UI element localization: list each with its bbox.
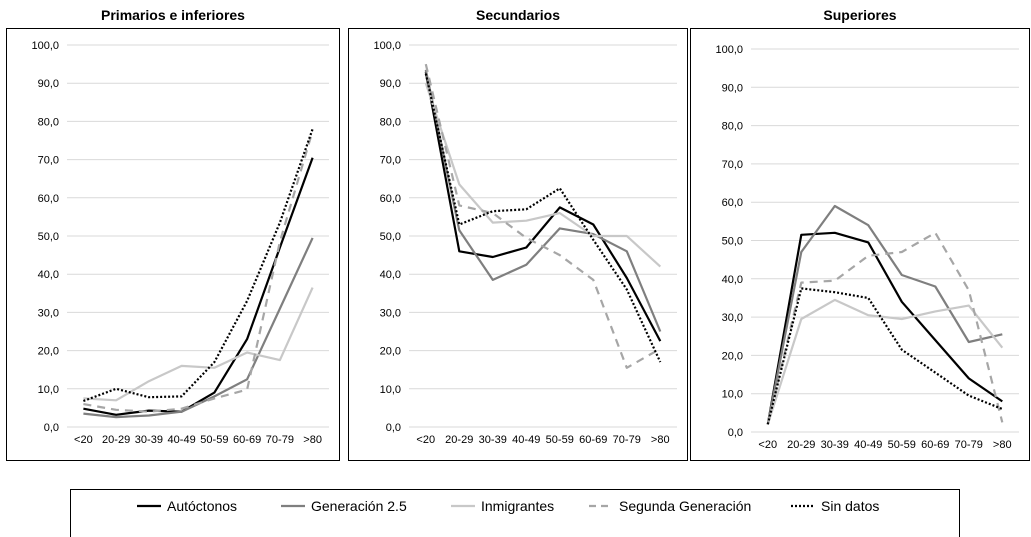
x-tick-label: >80 <box>303 434 322 446</box>
series-line-generacion-2-5 <box>424 69 662 332</box>
y-tick-label: 100,0 <box>31 40 59 52</box>
series-line-inmigrantes <box>766 298 1004 425</box>
y-tick-label: 70,0 <box>38 155 59 167</box>
legend-swatch-sin-datos <box>791 504 815 508</box>
y-tick-label: 30,0 <box>380 307 401 319</box>
legend-item-autoctonos: Autóctonos <box>137 498 237 514</box>
y-tick-label: 0,0 <box>44 422 59 434</box>
x-tick-label: 50-59 <box>888 439 916 451</box>
legend-label-inmigrantes: Inmigrantes <box>481 498 555 514</box>
chart-svg-superiores: 0,0 10,0 20,0 30,0 40,0 50,0 60,0 70,0 80,0 90,0 1… <box>715 44 1019 451</box>
legend-swatch-autoctonos <box>137 504 161 508</box>
legend-item-segunda-generacion: Segunda Generación <box>589 498 751 514</box>
x-tick-label: 70-79 <box>955 439 983 451</box>
y-tick-label: 70,0 <box>380 155 401 167</box>
x-tick-label: <20 <box>416 434 435 446</box>
chart-panel-primarios: 0,0 10,0 20,0 30,0 40,0 50,0 60,0 70,0 80,0 90,0 1… <box>6 28 340 461</box>
y-tick-label: 90,0 <box>380 78 401 90</box>
series-line-inmigrantes <box>424 82 662 268</box>
x-tick-label: 50-59 <box>200 434 228 446</box>
y-tick-label: 0,0 <box>728 427 743 439</box>
y-tick-label: 50,0 <box>38 231 59 243</box>
y-tick-label: 30,0 <box>38 307 59 319</box>
y-tick-label: 60,0 <box>38 193 59 205</box>
chart-panel-secundarios: 0,0 10,0 20,0 30,0 40,0 50,0 60,0 70,0 80,0 90,0 1… <box>348 28 688 461</box>
y-tick-label: 40,0 <box>38 269 59 281</box>
x-tick-label: 30-39 <box>479 434 507 446</box>
series-line-segunda-generacion <box>424 63 661 369</box>
y-tick-label: 10,0 <box>38 384 59 396</box>
chart-title-secundarios: Secundarios <box>475 7 561 23</box>
chart-svg-primarios: 0,0 10,0 20,0 30,0 40,0 50,0 60,0 70,0 80,0 90,0 1… <box>31 40 329 446</box>
legend-label-autoctonos: Autóctonos <box>167 498 238 514</box>
x-tick-label: >80 <box>993 439 1012 451</box>
y-tick-label: 40,0 <box>722 274 743 286</box>
x-tick-label: 70-79 <box>266 434 294 446</box>
x-tick-label: <20 <box>758 439 777 451</box>
y-tick-label: 20,0 <box>722 350 743 362</box>
chart-title-primarios: Primarios e inferiores <box>101 7 245 23</box>
series-line-sin-datos <box>83 128 314 403</box>
y-tick-label: 100,0 <box>715 44 743 56</box>
legend-item-generacion-25: Generación 2.5 <box>281 498 407 514</box>
legend-swatch-generacion-25 <box>281 504 305 508</box>
y-tick-label: 60,0 <box>722 197 743 209</box>
x-tick-label: 20-29 <box>445 434 473 446</box>
y-tick-label: 80,0 <box>722 121 743 133</box>
y-tick-label: 80,0 <box>380 116 401 128</box>
x-tick-label: 50-59 <box>546 434 574 446</box>
legend-swatch-inmigrantes <box>451 504 475 508</box>
x-tick-label: <20 <box>74 434 93 446</box>
y-tick-label: 20,0 <box>38 346 59 358</box>
legend-label-sin-datos: Sin datos <box>821 498 880 514</box>
y-tick-label: 90,0 <box>38 78 59 90</box>
legend-swatch-segunda-generacion <box>589 504 613 508</box>
legend-label-segunda-generacion: Segunda Generación <box>619 498 752 514</box>
y-tick-label: 80,0 <box>38 116 59 128</box>
x-tick-label: 40-49 <box>512 434 540 446</box>
y-tick-label: 100,0 <box>373 40 401 52</box>
x-tick-label: 70-79 <box>613 434 641 446</box>
series-line-sin-datos <box>766 287 1003 425</box>
y-tick-label: 90,0 <box>722 82 743 94</box>
x-tick-label: 60-69 <box>579 434 607 446</box>
x-tick-label: 40-49 <box>168 434 196 446</box>
legend-label-generacion-25: Generación 2.5 <box>311 498 407 514</box>
x-tick-label: 60-69 <box>233 434 261 446</box>
y-tick-label: 30,0 <box>722 312 743 324</box>
y-tick-label: 60,0 <box>380 193 401 205</box>
x-tick-label: 30-39 <box>821 439 849 451</box>
series-line-autoctonos <box>424 71 662 342</box>
x-tick-label: 20-29 <box>787 439 815 451</box>
y-tick-label: 20,0 <box>380 346 401 358</box>
series-line-inmigrantes <box>83 287 314 402</box>
y-tick-label: 10,0 <box>380 384 401 396</box>
x-tick-label: 20-29 <box>102 434 130 446</box>
y-tick-label: 70,0 <box>722 159 743 171</box>
x-tick-label: 60-69 <box>921 439 949 451</box>
legend-item-sin-datos: Sin datos <box>791 498 879 514</box>
chart-legend: Autóctonos Generación 2.5 Inmigrantes Se… <box>70 489 960 537</box>
series-line-autoctonos <box>83 157 314 416</box>
series-line-segunda-generacion <box>83 130 314 413</box>
y-tick-label: 50,0 <box>722 236 743 248</box>
series-line-autoctonos <box>766 231 1003 425</box>
chart-title-superiores: Superiores <box>823 7 897 23</box>
chart-svg-secundarios: 0,0 10,0 20,0 30,0 40,0 50,0 60,0 70,0 80,0 90,0 1… <box>373 40 677 446</box>
x-tick-label: >80 <box>651 434 670 446</box>
y-tick-label: 10,0 <box>722 389 743 401</box>
y-tick-label: 0,0 <box>386 422 401 434</box>
x-tick-label: 40-49 <box>854 439 882 451</box>
y-tick-label: 50,0 <box>380 231 401 243</box>
x-tick-label: 30-39 <box>135 434 163 446</box>
series-line-sin-datos <box>424 73 662 363</box>
chart-panel-superiores: 0,0 10,0 20,0 30,0 40,0 50,0 60,0 70,0 80,0 90,0 1… <box>690 28 1030 461</box>
series-line-generacion-2-5 <box>766 204 1003 425</box>
legend-item-inmigrantes: Inmigrantes <box>451 498 554 514</box>
y-tick-label: 40,0 <box>380 269 401 281</box>
